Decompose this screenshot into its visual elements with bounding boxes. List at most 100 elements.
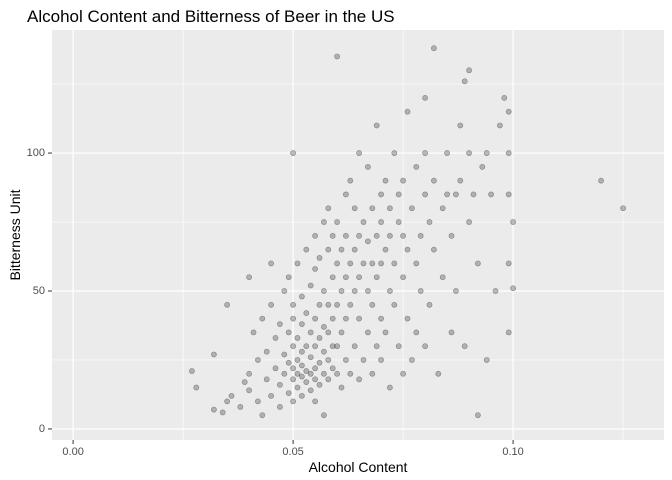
point bbox=[343, 315, 349, 322]
point bbox=[281, 370, 288, 377]
point bbox=[391, 301, 398, 308]
point bbox=[312, 266, 319, 272]
point bbox=[360, 260, 367, 267]
point bbox=[373, 232, 380, 239]
point bbox=[413, 260, 420, 267]
point bbox=[321, 348, 327, 355]
point bbox=[268, 392, 275, 399]
point bbox=[408, 205, 415, 212]
point bbox=[334, 370, 341, 377]
point bbox=[369, 370, 376, 377]
point bbox=[299, 362, 305, 369]
point bbox=[250, 329, 257, 336]
point bbox=[290, 301, 297, 308]
point bbox=[422, 191, 428, 198]
point bbox=[224, 301, 231, 308]
point bbox=[325, 301, 332, 308]
point bbox=[457, 177, 464, 184]
point bbox=[329, 343, 336, 350]
point bbox=[329, 315, 336, 322]
point bbox=[285, 359, 292, 366]
point bbox=[338, 288, 345, 294]
point bbox=[364, 238, 371, 245]
point bbox=[395, 343, 402, 350]
point bbox=[268, 301, 275, 308]
point bbox=[290, 376, 297, 383]
point bbox=[452, 191, 459, 198]
point bbox=[307, 354, 314, 361]
point bbox=[404, 108, 411, 115]
point bbox=[281, 351, 288, 358]
point bbox=[461, 78, 468, 85]
point bbox=[364, 288, 371, 294]
point bbox=[316, 335, 323, 341]
point bbox=[307, 282, 314, 289]
point bbox=[312, 365, 319, 372]
point bbox=[369, 260, 376, 267]
point bbox=[334, 53, 341, 60]
point bbox=[620, 205, 626, 212]
point bbox=[426, 219, 433, 225]
point bbox=[193, 384, 200, 391]
point bbox=[422, 343, 428, 350]
point bbox=[246, 274, 253, 281]
x-tick-label: 0.10 bbox=[502, 446, 523, 458]
chart-title: Alcohol Content and Bitterness of Beer i… bbox=[27, 7, 395, 26]
x-tick-label: 0.05 bbox=[282, 446, 303, 458]
point bbox=[316, 359, 323, 366]
point bbox=[343, 191, 349, 198]
point bbox=[325, 329, 332, 336]
point bbox=[246, 387, 253, 394]
point bbox=[241, 379, 248, 385]
point bbox=[285, 274, 292, 281]
point bbox=[356, 274, 362, 281]
point bbox=[466, 219, 472, 225]
point bbox=[347, 370, 354, 377]
y-tick-label: 50 bbox=[33, 285, 45, 297]
point bbox=[439, 274, 446, 281]
point bbox=[452, 288, 459, 294]
y-tick-label: 0 bbox=[39, 423, 45, 435]
point bbox=[373, 122, 380, 129]
point bbox=[510, 219, 516, 225]
point bbox=[404, 246, 411, 253]
point bbox=[470, 191, 477, 198]
point bbox=[373, 343, 380, 350]
y-axis-title: Bitterness Unit bbox=[7, 189, 23, 280]
point bbox=[299, 293, 305, 300]
point bbox=[369, 301, 376, 308]
point bbox=[439, 205, 446, 212]
point bbox=[334, 343, 341, 350]
point bbox=[299, 373, 305, 380]
point bbox=[369, 205, 376, 212]
point bbox=[444, 191, 450, 198]
point bbox=[303, 379, 310, 385]
point bbox=[488, 191, 494, 198]
point bbox=[400, 177, 406, 184]
point bbox=[360, 357, 367, 363]
point bbox=[343, 232, 349, 239]
point bbox=[386, 205, 393, 212]
point bbox=[211, 351, 217, 358]
point bbox=[378, 219, 384, 225]
point bbox=[307, 370, 314, 377]
point bbox=[281, 288, 288, 294]
point bbox=[272, 365, 279, 372]
point bbox=[378, 191, 384, 198]
point bbox=[329, 232, 336, 239]
point bbox=[246, 370, 253, 377]
point bbox=[343, 274, 349, 281]
point bbox=[378, 260, 384, 267]
point bbox=[277, 381, 283, 388]
point bbox=[382, 329, 389, 336]
point bbox=[400, 232, 406, 239]
point bbox=[483, 150, 490, 156]
point bbox=[321, 219, 327, 225]
point bbox=[404, 315, 411, 322]
point bbox=[430, 177, 437, 184]
point bbox=[360, 219, 367, 225]
point bbox=[263, 376, 270, 383]
point bbox=[496, 122, 503, 129]
point bbox=[312, 343, 319, 350]
point bbox=[303, 368, 310, 374]
